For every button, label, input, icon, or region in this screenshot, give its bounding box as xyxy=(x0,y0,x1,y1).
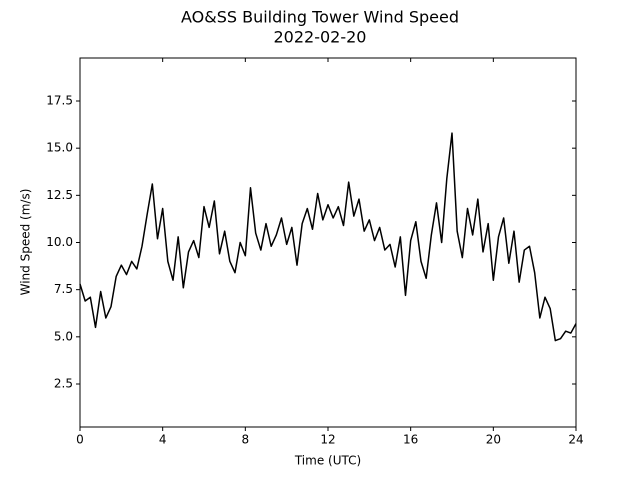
data-line xyxy=(79,132,577,342)
x-tick-label: 0 xyxy=(76,433,84,447)
y-tick-label: 2.5 xyxy=(54,376,73,390)
y-tick-label: 15.0 xyxy=(46,141,73,155)
y-tick-label: 12.5 xyxy=(46,188,73,202)
x-tick-label: 20 xyxy=(486,433,501,447)
y-tick-label: 7.5 xyxy=(54,282,73,296)
x-tick-label: 4 xyxy=(159,433,167,447)
x-axis-label: Time (UTC) xyxy=(294,454,361,468)
y-tick-label: 17.5 xyxy=(46,94,73,108)
chart-subtitle: 2022-02-20 xyxy=(274,28,367,47)
x-tick-label: 8 xyxy=(242,433,250,447)
y-axis-label: Wind Speed (m/s) xyxy=(19,189,33,296)
plot-frame xyxy=(79,57,577,428)
chart-title: AO&SS Building Tower Wind Speed xyxy=(181,8,459,27)
y-tick-label: 5.0 xyxy=(54,329,73,343)
y-tick-label: 10.0 xyxy=(46,235,73,249)
x-tick-label: 16 xyxy=(403,433,418,447)
x-tick-label: 24 xyxy=(568,433,583,447)
x-tick-label: 12 xyxy=(320,433,335,447)
